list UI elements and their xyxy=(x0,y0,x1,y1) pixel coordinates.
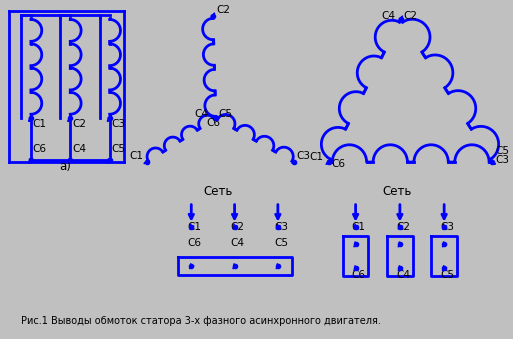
Text: Сеть: Сеть xyxy=(203,185,232,198)
Text: C2: C2 xyxy=(72,119,86,129)
Text: C2: C2 xyxy=(396,221,410,232)
Text: C5: C5 xyxy=(112,144,126,154)
Text: C4: C4 xyxy=(231,238,245,248)
Text: C2: C2 xyxy=(231,221,245,232)
Text: C3: C3 xyxy=(274,221,288,232)
Text: C3: C3 xyxy=(496,155,509,165)
Text: C2: C2 xyxy=(216,5,230,15)
Text: C6: C6 xyxy=(33,144,47,154)
Text: Рис.1 Выводы обмоток статора 3-х фазного асинхронного двигателя.: Рис.1 Выводы обмоток статора 3-х фазного… xyxy=(21,316,381,326)
Text: C1: C1 xyxy=(352,221,366,232)
Text: C6: C6 xyxy=(331,159,345,169)
Text: C4: C4 xyxy=(381,11,395,21)
Text: C6: C6 xyxy=(187,238,201,248)
Text: C5: C5 xyxy=(219,109,233,119)
Text: C4: C4 xyxy=(72,144,86,154)
Text: C5: C5 xyxy=(496,146,509,156)
Text: C5: C5 xyxy=(440,270,454,280)
Text: C1: C1 xyxy=(187,221,201,232)
Text: а): а) xyxy=(60,160,71,173)
Text: C4: C4 xyxy=(396,270,410,280)
Text: C1: C1 xyxy=(129,151,143,161)
Text: C6: C6 xyxy=(206,118,220,128)
Text: C4: C4 xyxy=(194,109,208,119)
Text: Сеть: Сеть xyxy=(382,185,411,198)
Text: C6: C6 xyxy=(352,270,366,280)
Text: C1: C1 xyxy=(33,119,47,129)
Text: C1: C1 xyxy=(309,152,323,162)
Text: C2: C2 xyxy=(404,11,418,21)
Text: C3: C3 xyxy=(297,151,310,161)
Text: C3: C3 xyxy=(440,221,454,232)
Text: C3: C3 xyxy=(112,119,126,129)
Text: C5: C5 xyxy=(274,238,288,248)
